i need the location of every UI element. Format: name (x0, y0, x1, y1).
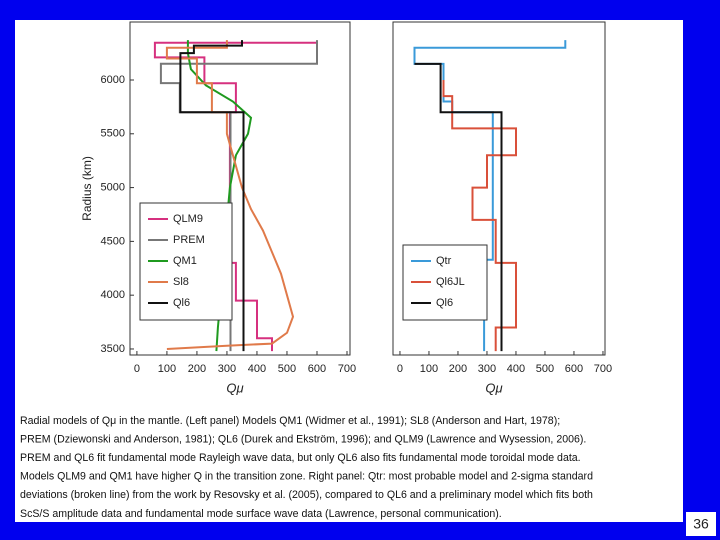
x-tick-label: 700 (338, 363, 356, 375)
x-axis-label: Qμ (485, 380, 502, 395)
x-tick-label: 600 (565, 363, 583, 375)
plot-frame (129, 21, 351, 356)
x-tick-label: 400 (507, 363, 525, 375)
plot-frame (392, 21, 606, 356)
legend-label: Sl8 (173, 276, 189, 288)
x-tick-label: 500 (536, 363, 554, 375)
profile-line (413, 40, 567, 352)
x-tick-label: 400 (248, 363, 266, 375)
legend-label: Qtr (436, 255, 452, 267)
legend-label: Ql6 (173, 297, 190, 309)
caption-line: Models QLM9 and QM1 have higher Q in the… (20, 471, 593, 483)
x-tick-label: 100 (158, 363, 176, 375)
legend-label: Ql6 (436, 297, 453, 309)
x-tick-label: 500 (278, 363, 296, 375)
page-number-box (686, 512, 716, 536)
legend-label: QM1 (173, 255, 197, 267)
y-tick-label: 4500 (101, 235, 125, 247)
profile-line (179, 40, 245, 352)
y-tick-label: 6000 (101, 74, 125, 86)
x-axis-label: Qμ (226, 380, 243, 395)
page-number: 36 (693, 516, 709, 532)
x-tick-label: 200 (449, 363, 467, 375)
legend-label: PREM (173, 234, 205, 246)
profile-line (165, 40, 295, 350)
y-tick-label: 3500 (101, 343, 125, 355)
figure-panel (15, 20, 683, 522)
y-tick-label: 4000 (101, 289, 125, 301)
x-tick-label: 200 (188, 363, 206, 375)
caption-line: Radial models of Qμ in the mantle. (Left… (20, 415, 560, 427)
caption-line: ScS/S amplitude data and fundamental mod… (20, 508, 502, 520)
legend-label: QLM9 (173, 213, 203, 225)
caption-line: PREM (Dziewonski and Anderson, 1981); QL… (20, 433, 586, 445)
x-tick-label: 600 (308, 363, 326, 375)
x-tick-label: 100 (420, 363, 438, 375)
caption-line: deviations (broken line) from the work b… (20, 489, 593, 501)
legend-label: Ql6JL (436, 276, 465, 288)
x-tick-label: 300 (478, 363, 496, 375)
x-tick-label: 0 (397, 363, 403, 375)
profile-line (414, 62, 503, 352)
x-tick-label: 0 (134, 363, 140, 375)
y-axis-label: Radius (km) (80, 156, 94, 221)
x-tick-label: 300 (218, 363, 236, 375)
x-tick-label: 700 (594, 363, 612, 375)
y-tick-label: 5500 (101, 128, 125, 140)
caption-line: PREM and QL6 fit fundamental mode Raylei… (20, 452, 581, 464)
y-tick-label: 5000 (101, 181, 125, 193)
